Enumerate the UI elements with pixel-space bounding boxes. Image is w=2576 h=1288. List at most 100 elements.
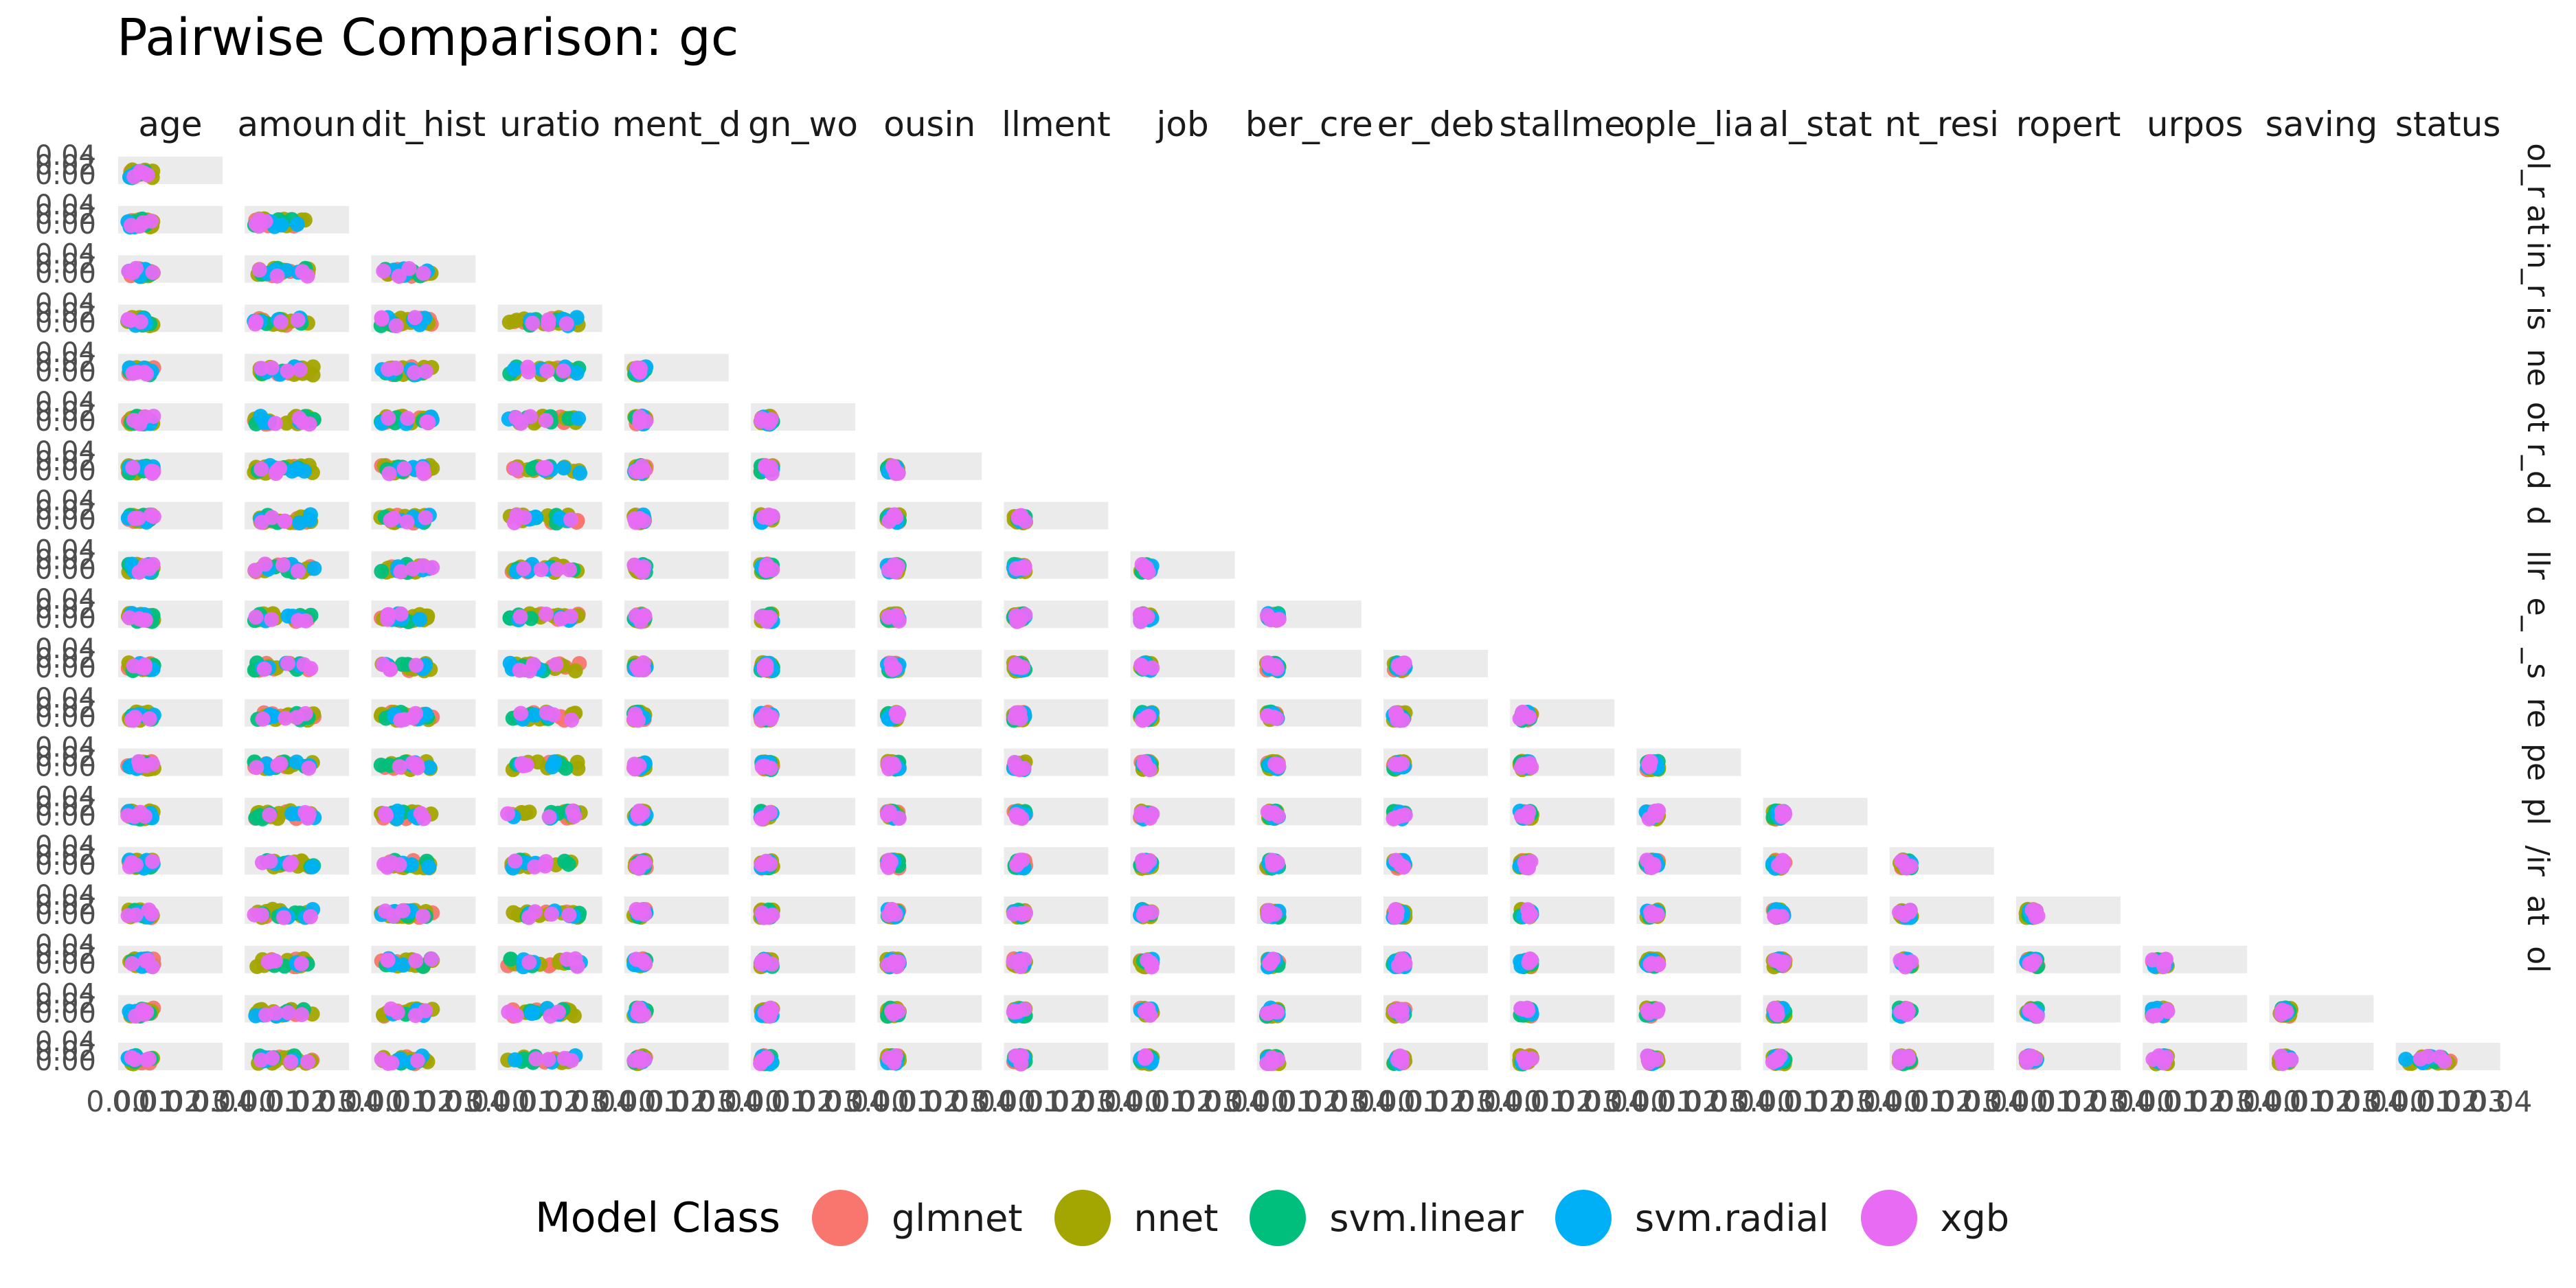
column-strip-label: urpos (2147, 104, 2244, 144)
data-point (384, 855, 399, 870)
data-point (758, 561, 774, 577)
data-point (636, 559, 652, 575)
data-point (1776, 804, 1792, 820)
data-point (544, 906, 559, 922)
row-strip-label: /ir (2520, 846, 2555, 877)
data-point (251, 262, 267, 278)
data-point (1517, 855, 1533, 870)
data-point (541, 809, 557, 825)
y-tick-label: 0.02 (35, 692, 96, 724)
y-tick-label: 0.04 (35, 387, 96, 418)
data-point (392, 759, 407, 775)
data-point (524, 1006, 540, 1021)
data-point (1136, 858, 1151, 873)
data-point (1644, 908, 1660, 924)
data-point (758, 458, 773, 474)
data-point (389, 803, 405, 819)
data-point (418, 363, 433, 379)
data-point (556, 460, 572, 476)
data-point (538, 854, 554, 870)
data-point (570, 760, 586, 776)
data-point (1893, 1004, 1909, 1020)
data-point (409, 1053, 425, 1068)
data-point (394, 657, 410, 673)
data-point (415, 908, 431, 924)
data-point (125, 460, 141, 475)
data-point (408, 705, 424, 721)
data-point (1901, 905, 1917, 920)
data-point (396, 461, 412, 477)
row-strip-label: at (2520, 205, 2555, 235)
data-point (756, 909, 771, 925)
data-point (563, 512, 578, 528)
data-point (256, 662, 272, 677)
data-point (527, 707, 543, 723)
data-point (513, 705, 529, 721)
data-point (754, 857, 769, 872)
data-point (276, 909, 292, 925)
data-point (1133, 657, 1149, 673)
data-point (374, 563, 389, 579)
data-point (381, 361, 396, 377)
y-tick-label: 0.00 (35, 752, 96, 783)
data-point (881, 562, 896, 578)
data-point (2158, 951, 2173, 967)
data-point (885, 662, 900, 677)
data-point (388, 318, 404, 334)
row-strip-label: ol_r (2520, 143, 2555, 198)
column-strip-label: gn_wo (748, 104, 858, 144)
y-tick-label: 0.00 (35, 998, 96, 1030)
data-point (375, 657, 391, 673)
data-point (754, 711, 769, 727)
data-point (380, 952, 396, 968)
data-point (133, 804, 148, 820)
data-point (145, 264, 161, 280)
data-point (539, 363, 555, 379)
data-point (1894, 853, 1909, 869)
y-tick-label: 0.04 (35, 1026, 96, 1058)
data-point (408, 953, 424, 969)
data-point (1776, 855, 1791, 871)
data-point (124, 1050, 139, 1065)
data-point (541, 1052, 556, 1067)
data-point (754, 811, 770, 826)
data-point (124, 855, 139, 870)
column-strip-label: saving (2266, 104, 2378, 144)
data-point (393, 712, 409, 728)
data-point (1008, 705, 1024, 721)
data-point (1014, 811, 1030, 826)
data-point (1138, 563, 1154, 578)
data-point (1264, 1050, 1280, 1065)
data-point (1018, 905, 1034, 921)
data-point (264, 510, 280, 526)
column-strip-label: al_stat (1759, 104, 1872, 144)
data-point (2023, 1002, 2039, 1018)
data-point (386, 510, 402, 526)
data-point (883, 854, 899, 870)
data-point (566, 1008, 582, 1024)
data-point (412, 611, 428, 627)
data-point (1006, 906, 1021, 922)
data-point (1009, 857, 1024, 873)
data-point (1387, 756, 1403, 772)
data-point (1393, 660, 1409, 676)
data-point (408, 657, 424, 673)
row-strip-label: in_r (2520, 241, 2555, 297)
data-point (764, 956, 780, 972)
data-point (264, 611, 280, 627)
data-point (890, 1004, 906, 1019)
data-point (293, 956, 309, 971)
data-point (145, 853, 160, 869)
data-point (2024, 903, 2040, 918)
data-point (1651, 957, 1666, 973)
y-tick-label: 0.00 (35, 258, 96, 290)
column-strip-label: ment_d (612, 104, 741, 144)
y-tick-label: 0.02 (35, 939, 96, 971)
data-point (133, 314, 148, 330)
data-point (1144, 806, 1160, 822)
data-point (632, 414, 648, 430)
data-point (306, 561, 322, 576)
y-tick-label: 0.04 (35, 929, 96, 961)
data-point (518, 805, 534, 821)
